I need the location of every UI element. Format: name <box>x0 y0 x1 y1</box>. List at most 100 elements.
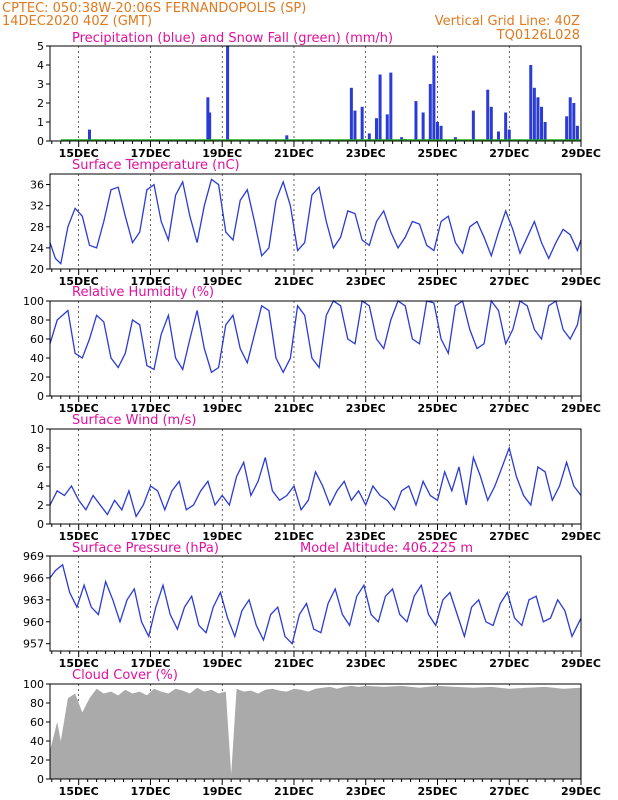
x-tick-label: 19DEC <box>202 402 242 415</box>
precipitation-bar <box>385 114 389 141</box>
y-tick-label: 1 <box>37 116 44 129</box>
y-tick-label: 36 <box>30 179 44 192</box>
pressure-panel: 957 960 963 966 969 15DEC 17DEC 19DEC 21DEC 23DEC… <box>23 550 601 670</box>
precipitation-bar <box>572 103 576 141</box>
y-tick-label: 960 <box>23 616 44 629</box>
y-tick-label: 966 <box>23 572 44 585</box>
humidity-panel: 0 20 40 60 80 100 15DEC 17DEC 19DEC 21DEC 23DEC 25D… <box>23 295 601 415</box>
precipitation-title: Precipitation (blue) and Snow Fall (gree… <box>72 31 393 46</box>
x-tick-label: 15DEC <box>59 657 99 670</box>
relative-humidity-line <box>49 299 582 374</box>
x-tick-label: 29DEC <box>561 402 601 415</box>
x-tick-label: 27DEC <box>489 275 529 288</box>
y-tick-label: 40 <box>30 735 44 748</box>
y-tick-label: 40 <box>30 352 44 365</box>
precipitation-bar <box>575 125 579 141</box>
precipitation-bar <box>389 72 393 141</box>
precipitation-bar <box>400 137 404 141</box>
x-tick-label: 27DEC <box>489 657 529 670</box>
header-date: 14DEC2020 40Z (GMT) <box>2 14 152 29</box>
precipitation-bar <box>568 97 572 141</box>
x-tick-label: 17DEC <box>130 275 170 288</box>
x-tick-label: 15DEC <box>59 275 99 288</box>
panel-frame <box>49 555 582 652</box>
temperature-title: Surface Temperature (nC) <box>72 158 240 173</box>
precipitation-bar <box>360 106 364 141</box>
precipitation-bar <box>374 118 378 141</box>
precipitation-bar <box>378 74 382 141</box>
x-tick-label: 25DEC <box>417 275 457 288</box>
precipitation-bar <box>367 133 371 141</box>
x-tick-label: 25DEC <box>417 657 457 670</box>
y-tick-label: 0 <box>37 518 44 531</box>
x-tick-label: 23DEC <box>346 402 386 415</box>
y-tick-label: 100 <box>23 295 44 308</box>
precipitation-bar <box>353 110 357 141</box>
panel-frame <box>49 428 582 525</box>
precipitation-bar <box>532 87 536 141</box>
y-tick-label: 60 <box>30 716 44 729</box>
panel-frame <box>49 300 582 397</box>
precipitation-bar <box>428 84 432 141</box>
x-tick-label: 15DEC <box>59 402 99 415</box>
x-tick-label: 23DEC <box>346 275 386 288</box>
x-tick-label: 27DEC <box>489 785 529 798</box>
x-tick-label: 27DEC <box>489 402 529 415</box>
y-tick-label: 2 <box>37 499 44 512</box>
x-tick-label: 17DEC <box>130 785 170 798</box>
x-tick-label: 23DEC <box>346 530 386 543</box>
precipitation-bar <box>226 46 230 141</box>
precipitation-bar <box>496 131 500 141</box>
x-tick-label: 25DEC <box>417 785 457 798</box>
x-tick-label: 29DEC <box>561 657 601 670</box>
precipitation-bar <box>507 129 511 141</box>
precipitation-bar <box>489 106 493 141</box>
x-tick-label: 21DEC <box>274 275 314 288</box>
precipitation-bar <box>453 137 457 141</box>
precipitation-bar <box>87 129 91 141</box>
x-tick-label: 15DEC <box>59 530 99 543</box>
x-tick-label: 19DEC <box>202 657 242 670</box>
x-tick-label: 27DEC <box>489 530 529 543</box>
precipitation-bar <box>414 101 418 141</box>
pressure-line <box>49 563 582 645</box>
temperature-panel: 20 24 28 32 36 15DEC 17DEC 19DEC 21DEC 23DEC 25DEC… <box>30 173 601 288</box>
y-tick-label: 4 <box>37 480 44 493</box>
precipitation-bar <box>486 89 490 141</box>
y-tick-label: 0 <box>37 773 44 786</box>
precipitation-bar <box>543 122 547 141</box>
x-tick-label: 29DEC <box>561 530 601 543</box>
y-tick-label: 6 <box>37 461 44 474</box>
x-tick-label: 21DEC <box>274 657 314 670</box>
x-tick-label: 17DEC <box>130 402 170 415</box>
header-model-code: TQ0126L028 <box>496 28 580 43</box>
precipitation-bar <box>536 97 540 141</box>
x-tick-label: 19DEC <box>202 530 242 543</box>
panel-frame <box>49 45 582 142</box>
x-tick-label: 27DEC <box>489 147 529 160</box>
x-tick-label: 17DEC <box>130 530 170 543</box>
x-tick-label: 21DEC <box>274 785 314 798</box>
y-tick-label: 80 <box>30 697 44 710</box>
y-tick-label: 2 <box>37 97 44 110</box>
cloud-cover-panel: 0 20 40 60 80 100 15DEC 17DEC 19DEC 21DEC 23DEC 25D… <box>23 678 601 798</box>
x-tick-label: 21DEC <box>274 147 314 160</box>
y-tick-label: 28 <box>30 221 44 234</box>
y-tick-label: 20 <box>30 371 44 384</box>
pressure-subtitle: Model Altitude: 406.225 m <box>300 541 473 556</box>
precipitation-bar <box>435 122 439 141</box>
y-tick-label: 5 <box>37 40 44 53</box>
y-tick-label: 100 <box>23 678 44 691</box>
precipitation-bar <box>529 65 533 141</box>
x-tick-label: 21DEC <box>274 530 314 543</box>
wind-panel: 0 2 4 6 8 10 15DEC 17DEC 19DEC 21DEC 23DEC 25DEC 27D… <box>30 423 601 543</box>
cloud-cover-title: Cloud Cover (%) <box>72 668 178 683</box>
y-tick-label: 4 <box>37 59 44 72</box>
header-location: CPTEC: 050:38W-20:06S FERNANDOPOLIS (SP) <box>2 1 306 16</box>
x-tick-label: 19DEC <box>202 275 242 288</box>
y-tick-label: 8 <box>37 442 44 455</box>
precipitation-bar <box>432 55 436 141</box>
panel-frame <box>49 683 582 780</box>
precipitation-bar <box>206 97 210 141</box>
